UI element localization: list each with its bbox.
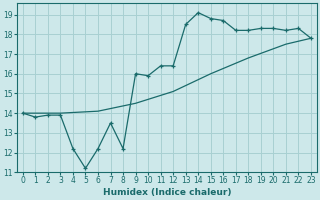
X-axis label: Humidex (Indice chaleur): Humidex (Indice chaleur) [103,188,231,197]
